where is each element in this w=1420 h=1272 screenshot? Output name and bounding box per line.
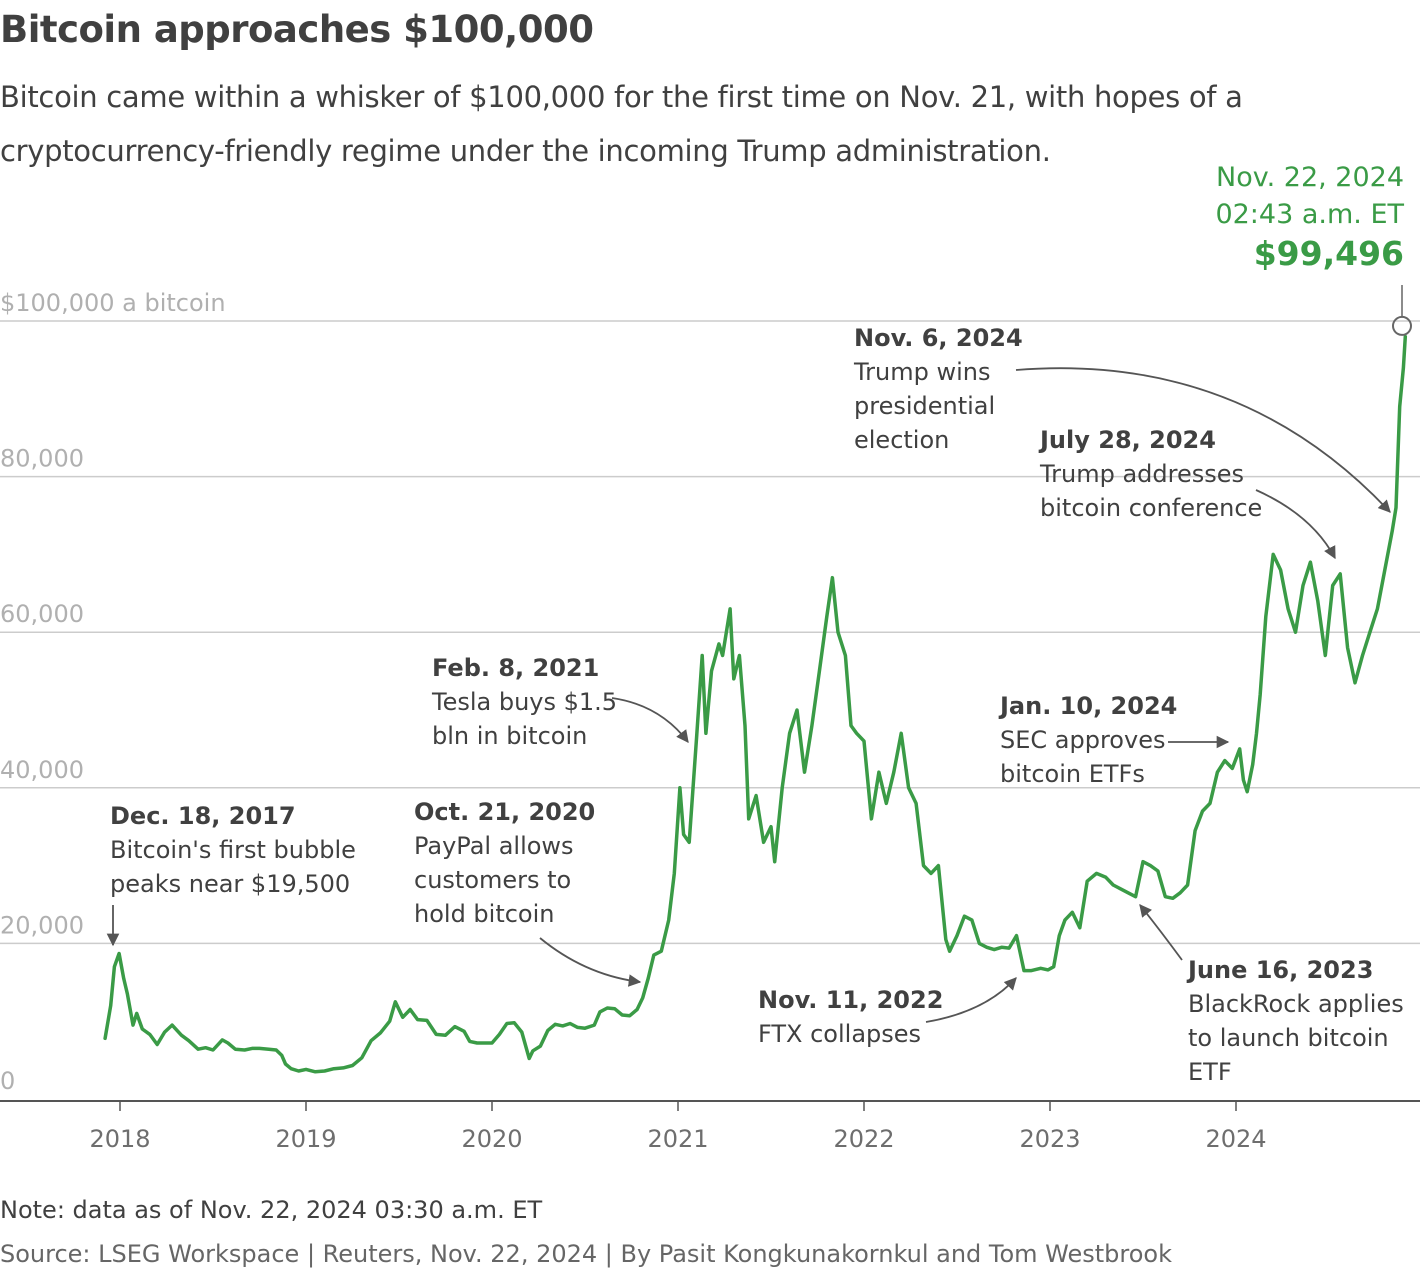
annotation-jun2023: June 16, 2023 BlackRock applies to launch … [1186, 956, 1404, 1086]
annotation-nov2022: Nov. 11, 2022 FTX collapses [758, 986, 943, 1048]
annotation-date: Nov. 6, 2024 [854, 324, 1023, 352]
y-tick-label: 20,000 [0, 911, 84, 939]
x-tick-label: 2020 [461, 1125, 522, 1153]
latest-time: 02:43 a.m. ET [1215, 199, 1404, 230]
chart-source: Source: LSEG Workspace | Reuters, Nov. 2… [0, 1240, 1173, 1268]
x-tick-label: 2024 [1205, 1125, 1266, 1153]
annotation-text: election [854, 426, 949, 454]
y-tick-label: 40,000 [0, 756, 84, 784]
x-axis: 2018 2019 2020 2021 2022 2023 2024 [89, 1101, 1267, 1153]
annotation-text: Bitcoin's first bubble [110, 836, 356, 864]
annotation-date: June 16, 2023 [1186, 956, 1373, 984]
annotation-text: customers to [414, 866, 571, 894]
annotation-date: Oct. 21, 2020 [414, 798, 595, 826]
annotation-arrow-nov2024 [1015, 367, 1391, 513]
chart-title: Bitcoin approaches $100,000 [0, 8, 594, 51]
annotation-dec2017: Dec. 18, 2017 Bitcoin's first bubble peaks… [110, 802, 356, 898]
annotation-text: FTX collapses [758, 1020, 921, 1048]
annotation-oct2020: Oct. 21, 2020 PayPal allows customers to ho… [414, 798, 595, 928]
chart-note: Note: data as of Nov. 22, 2024 03:30 a.m… [0, 1196, 543, 1224]
annotation-date: Jan. 10, 2024 [998, 692, 1177, 720]
annotation-text: Trump addresses [1039, 460, 1244, 488]
y-tick-label: 80,000 [0, 445, 84, 473]
annotation-nov2024: Nov. 6, 2024 Trump wins presidential electi… [853, 324, 1023, 454]
chart-subtitle: Bitcoin came within a whisker of $100,00… [0, 80, 1243, 168]
annotation-text: peaks near $19,500 [110, 870, 350, 898]
latest-layer: Nov. 22, 2024 02:43 a.m. ET $99,496 [1215, 162, 1412, 336]
annotation-arrow-feb2021 [611, 697, 689, 744]
price-line [103, 334, 1408, 1074]
x-tick-label: 2018 [89, 1125, 150, 1153]
latest-point-marker [1392, 315, 1412, 336]
x-tick-label: 2021 [647, 1125, 708, 1153]
annotation-text: bln in bitcoin [432, 722, 587, 750]
x-tick-label: 2023 [1019, 1125, 1080, 1153]
annotation-date: Dec. 18, 2017 [110, 802, 296, 830]
annotation-arrow-oct2020 [539, 937, 642, 987]
annotation-jul2024: July 28, 2024 Trump addresses bitcoin conf… [1038, 426, 1262, 522]
bitcoin-price-chart: $100,000 a bitcoin 80,000 60,000 40,000 20,0… [0, 162, 1420, 1153]
grid-layer: $100,000 a bitcoin 80,000 60,000 40,000 20,0… [0, 289, 1420, 1102]
annotation-arrow-nov2022 [925, 977, 1017, 1023]
annotation-date: Nov. 11, 2022 [758, 986, 943, 1014]
annotation-text: bitcoin ETFs [1000, 760, 1145, 788]
annotation-date: July 28, 2024 [1038, 426, 1216, 454]
annotation-text: hold bitcoin [414, 900, 555, 928]
annotation-text: presidential [854, 392, 995, 420]
annotation-text: ETF [1188, 1058, 1232, 1086]
y-tick-label: 60,000 [0, 600, 84, 628]
annotation-text: PayPal allows [414, 832, 574, 860]
annotation-jan2024: Jan. 10, 2024 SEC approves bitcoin ETFs [998, 692, 1177, 788]
latest-date: Nov. 22, 2024 [1216, 162, 1404, 193]
y-tick-label: 0 [0, 1067, 15, 1095]
x-tick-label: 2019 [275, 1125, 336, 1153]
line-layer [103, 334, 1408, 1074]
annotation-text: to launch bitcoin [1188, 1024, 1389, 1052]
annotation-text: Tesla buys $1.5 [431, 688, 617, 716]
latest-value: $99,496 [1254, 234, 1404, 273]
annotation-layer: Dec. 18, 2017 Bitcoin's first bubble peaks… [110, 324, 1404, 1086]
annotation-feb2021: Feb. 8, 2021 Tesla buys $1.5 bln in bitcoi… [431, 654, 617, 750]
x-tick-label: 2022 [833, 1125, 894, 1153]
annotation-text: SEC approves [1000, 726, 1165, 754]
annotation-text: bitcoin conference [1040, 494, 1262, 522]
arrow-layer [106, 367, 1391, 1023]
y-tick-label: $100,000 a bitcoin [0, 289, 226, 317]
annotation-text: Trump wins [853, 358, 990, 386]
annotation-text: BlackRock applies [1188, 990, 1404, 1018]
annotation-arrow-jun2023 [1139, 904, 1183, 961]
annotation-arrow-jul2024 [1255, 489, 1336, 560]
annotation-date: Feb. 8, 2021 [432, 654, 599, 682]
